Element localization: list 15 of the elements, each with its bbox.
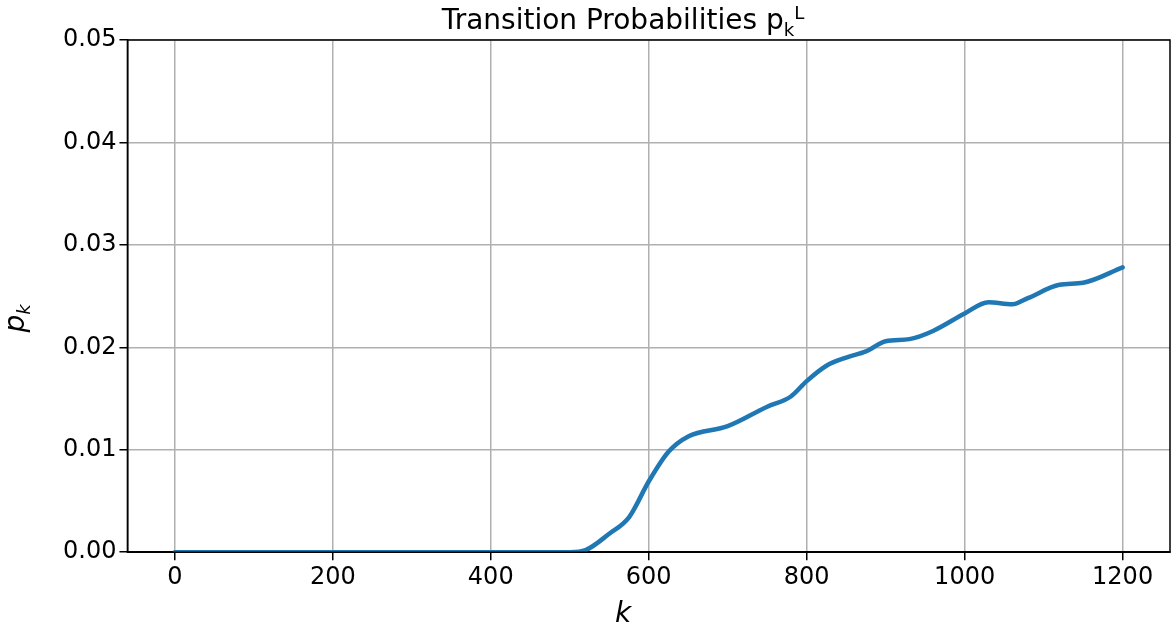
x-tick-label: 0 [167, 561, 183, 590]
line-series [172, 265, 1125, 553]
x-tick-label: 800 [783, 561, 830, 590]
x-tick-label: 1000 [934, 561, 996, 590]
y-tick-label: 0.04 [63, 126, 117, 155]
x-tick-label: 1200 [1092, 561, 1154, 590]
x-tick-label: 200 [309, 561, 356, 590]
y-tick-label: 0.00 [63, 536, 117, 565]
y-tick-label: 0.05 [63, 24, 117, 53]
y-tick-label: 0.01 [63, 433, 117, 462]
x-tick-label: 600 [625, 561, 672, 590]
x-axis-title: k [613, 596, 633, 629]
y-tick-label: 0.02 [63, 331, 117, 360]
x-tick-label: 400 [467, 561, 514, 590]
y-tick-label: 0.03 [63, 229, 117, 258]
